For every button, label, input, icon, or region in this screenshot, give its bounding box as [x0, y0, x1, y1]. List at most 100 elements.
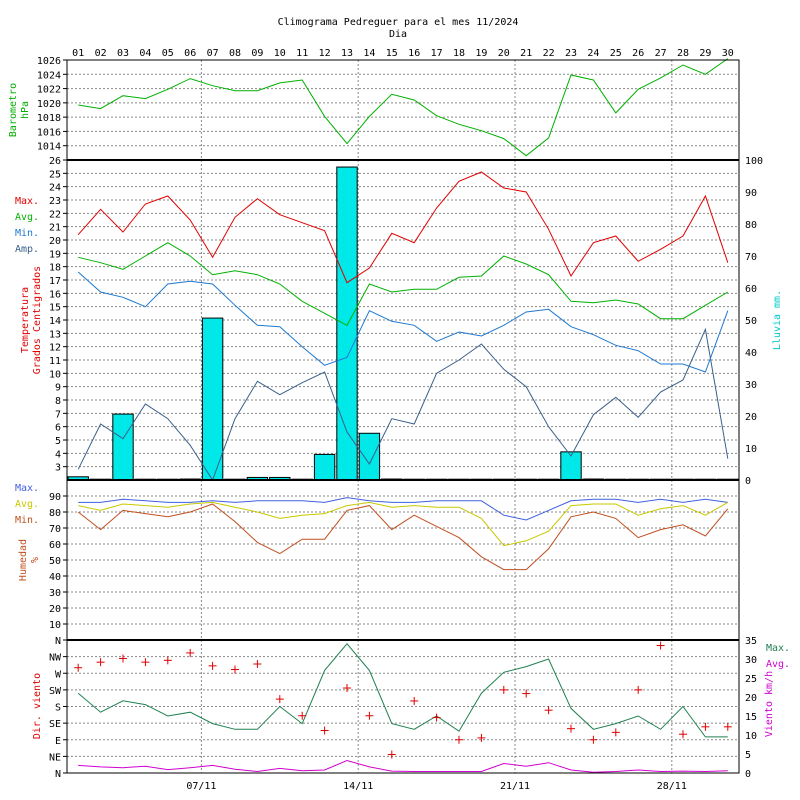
- temp-amplitude-line: [77, 327, 729, 482]
- wind-direction-marker: [231, 665, 239, 674]
- pressure-panel: 1014 1016 1018 1020 1022 1024 1026: [37, 56, 740, 161]
- wind-direction-tick-label: N: [55, 636, 61, 647]
- rain-tick-label: 70: [745, 252, 757, 263]
- wind-direction-marker: [701, 722, 710, 731]
- wind-direction-marker: [410, 696, 419, 705]
- day-label: 03: [117, 48, 129, 59]
- week-label: 21/11: [500, 781, 530, 792]
- day-axis-labels: 01 02 03 04 05 06 07 08 09 10 11 12 13 14 15 16 17 18 19 20…: [72, 48, 734, 59]
- temperature-tick-label: 5: [55, 436, 61, 447]
- humidity-max-line: [78, 497, 728, 521]
- wind-direction-marker: [477, 733, 486, 742]
- temperature-tick-label: 6: [55, 423, 61, 434]
- wind-speed-tick-label: 30: [745, 655, 757, 666]
- day-label: 10: [274, 48, 286, 59]
- wind-speed-tick-label: 35: [745, 636, 757, 647]
- day-label: 26: [632, 48, 644, 59]
- wind-direction-tick-label: NW: [49, 653, 62, 664]
- humidity-tick-label: 40: [49, 572, 61, 583]
- day-label: 02: [95, 48, 107, 59]
- wind-direction-marker: [74, 663, 83, 672]
- day-label: 22: [543, 48, 555, 59]
- wind-direction-marker: [723, 722, 732, 731]
- wind-max-line: [77, 643, 728, 738]
- temperature-tick-label: 9: [55, 383, 61, 394]
- rain-tick-label: 0: [745, 476, 751, 487]
- wind-speed-tick-label: 5: [745, 750, 751, 761]
- temperature-legend-entry: Min.: [15, 228, 39, 239]
- wind-direction-marker: [343, 684, 351, 693]
- wind-direction-marker: [253, 660, 262, 669]
- temperature-tick-label: 23: [49, 196, 61, 207]
- wind-speed-tick-label: 25: [745, 674, 757, 685]
- axis-titles: Barometro hPa Temperatura Grados Centigrado…: [8, 83, 790, 739]
- day-label: 19: [475, 48, 487, 59]
- day-label: 27: [655, 48, 667, 59]
- temperature-tick-label: 25: [49, 169, 61, 180]
- wind-speed-tick-label: 10: [745, 731, 757, 742]
- wind-direction-tick-label: N: [55, 769, 61, 780]
- humidity-legend-entry: Max.: [15, 483, 39, 494]
- wind-direction-tick-label: SW: [49, 686, 62, 697]
- day-label: 28: [677, 48, 689, 59]
- temperature-tick-label: 21: [49, 223, 61, 234]
- temperature-tick-label: 16: [49, 289, 61, 300]
- rain-tick-label: 80: [745, 220, 757, 231]
- temperature-tick-label: 17: [49, 276, 61, 287]
- pressure-series-line: [78, 58, 729, 157]
- temperature-tick-label: 12: [49, 343, 61, 354]
- wind-direction-marker: [455, 735, 463, 744]
- wind-direction-marker: [275, 695, 284, 704]
- humidity-tick-label: 80: [49, 508, 61, 519]
- wind-direction-marker: [567, 724, 575, 733]
- day-label: 11: [296, 48, 308, 59]
- day-label: 30: [722, 48, 734, 59]
- temperature-tick-label: 26: [49, 156, 61, 167]
- wind-direction-marker: [522, 689, 531, 698]
- wind-direction-marker: [589, 735, 598, 744]
- rain-bar: [336, 166, 358, 481]
- humidity-min-line: [77, 503, 729, 571]
- temperature-tick-label: 14: [49, 316, 61, 327]
- day-label: 17: [431, 48, 443, 59]
- wind-direction-marker: [208, 661, 217, 670]
- day-label: 08: [229, 48, 241, 59]
- temp-avg-line: [78, 242, 729, 326]
- wind-direction-tick-label: W: [55, 669, 62, 680]
- chart-title: Climograma Pedreguer para el mes 11/2024: [278, 17, 519, 28]
- wind-direction-marker: [432, 713, 441, 722]
- temperature-tick-label: 15: [49, 303, 61, 314]
- wind-panel: N NE E SE S SW W NW N 0 5 10 15 20 25 30 35: [49, 636, 757, 780]
- wind-direction-marker: [119, 654, 127, 663]
- week-label: 07/11: [186, 781, 216, 792]
- humidity-legend-entry: Min.: [15, 515, 39, 526]
- wind-direction-marker: [634, 685, 643, 694]
- wind-speed-tick-label: 0: [745, 769, 751, 780]
- temperature-axis-unit: Grados Centigrados: [32, 266, 43, 374]
- wind-direction-tick-label: SE: [49, 719, 61, 730]
- temperature-tick-label: 24: [49, 183, 61, 194]
- chart-subtitle: Dia: [389, 29, 407, 40]
- temperature-tick-label: 22: [49, 209, 61, 220]
- pressure-tick-label: 1014: [37, 142, 61, 153]
- wind-direction-marker: [544, 706, 553, 715]
- rain-tick-label: 30: [745, 380, 757, 391]
- day-label: 21: [520, 48, 532, 59]
- wind-direction-marker: [96, 658, 105, 667]
- rain-tick-label: 10: [745, 444, 757, 455]
- rain-tick-label: 20: [745, 412, 757, 423]
- temperature-panel: 3 4 5 6 7 8 9 10 11 12 13 14 15 16 17 18 19 20 21 22 23 24 25 2…: [49, 156, 763, 487]
- wind-direction-marker: [611, 728, 620, 737]
- day-label: 01: [72, 48, 84, 59]
- pressure-frame: [66, 59, 740, 161]
- wind-direction-marker: [679, 730, 687, 739]
- wind-legend-entry: Max.: [766, 643, 790, 654]
- humidity-tick-label: 90: [49, 492, 61, 503]
- humidity-tick-label: 50: [49, 556, 61, 567]
- wind-direction-marker: [499, 685, 508, 694]
- temperature-tick-label: 13: [49, 329, 61, 340]
- wind-direction-tick-label: S: [55, 703, 61, 714]
- rain-tick-label: 100: [745, 156, 763, 167]
- wind-direction-marker: [365, 711, 374, 720]
